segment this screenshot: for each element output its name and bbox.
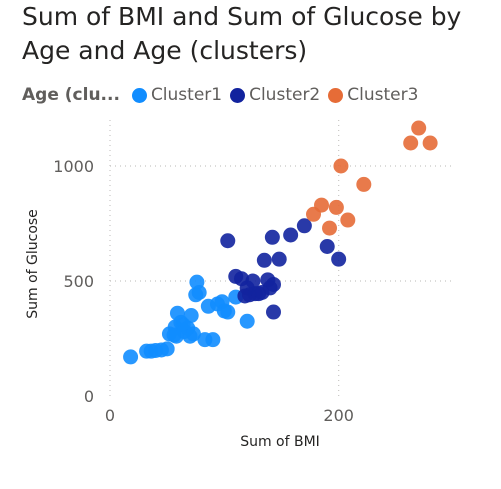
data-point-cluster2[interactable] xyxy=(283,227,299,243)
data-point-cluster3[interactable] xyxy=(340,212,356,228)
legend-swatch-cluster2 xyxy=(230,87,246,103)
data-point-cluster3[interactable] xyxy=(411,120,427,136)
data-point-cluster3[interactable] xyxy=(356,176,372,192)
data-point-cluster2[interactable] xyxy=(220,233,236,249)
data-point-cluster2[interactable] xyxy=(265,276,281,292)
y-axis-label: Sum of Glucose xyxy=(25,209,41,319)
legend: Age (clu... Cluster1 Cluster2 Cluster3 xyxy=(22,82,426,108)
data-point-cluster1[interactable] xyxy=(220,304,236,320)
legend-item-cluster3[interactable]: Cluster3 xyxy=(328,85,418,105)
legend-label-cluster1: Cluster1 xyxy=(150,85,223,105)
data-point-cluster1[interactable] xyxy=(191,285,207,300)
legend-swatch-cluster1 xyxy=(131,87,147,103)
chart-title: Sum of BMI and Sum of Glucose by Age and… xyxy=(22,2,462,65)
data-point-cluster1[interactable] xyxy=(205,332,221,348)
legend-item-cluster1[interactable]: Cluster1 xyxy=(131,85,223,105)
data-point-cluster3[interactable] xyxy=(322,220,338,236)
data-point-cluster2[interactable] xyxy=(271,251,287,267)
x-tick-label: 200 xyxy=(323,406,354,425)
data-point-cluster1[interactable] xyxy=(183,308,199,323)
data-point-cluster3[interactable] xyxy=(422,135,438,151)
legend-label-cluster2: Cluster2 xyxy=(249,85,321,105)
data-point-cluster2[interactable] xyxy=(256,252,272,268)
data-point-cluster1[interactable] xyxy=(123,349,139,365)
y-tick-label: 1000 xyxy=(53,157,94,176)
data-point-cluster1[interactable] xyxy=(239,313,255,329)
tick-labels: 0 500 1000 0 200 xyxy=(53,157,354,425)
data-point-cluster3[interactable] xyxy=(333,158,349,174)
y-tick-label: 500 xyxy=(63,272,94,291)
legend-label-cluster3: Cluster3 xyxy=(347,85,419,105)
legend-swatch-cluster3 xyxy=(328,87,344,103)
data-point-cluster2[interactable] xyxy=(245,273,261,289)
legend-title: Age (clu... xyxy=(22,85,120,105)
data-point-cluster3[interactable] xyxy=(328,199,344,215)
data-point-cluster2[interactable] xyxy=(264,229,280,245)
data-point-cluster3[interactable] xyxy=(314,197,330,213)
y-tick-label: 0 xyxy=(84,387,94,406)
data-point-cluster2[interactable] xyxy=(319,239,335,254)
data-point-cluster1[interactable] xyxy=(159,341,175,357)
legend-item-cluster2[interactable]: Cluster2 xyxy=(230,85,320,105)
data-point-cluster3[interactable] xyxy=(403,135,419,151)
x-axis-label: Sum of BMI xyxy=(240,434,320,450)
data-point-cluster2[interactable] xyxy=(265,304,281,320)
data-point-cluster1[interactable] xyxy=(185,326,201,342)
x-tick-label: 0 xyxy=(105,406,115,425)
data-point-cluster2[interactable] xyxy=(296,218,312,234)
data-points xyxy=(123,120,438,365)
data-point-cluster2[interactable] xyxy=(331,251,347,267)
